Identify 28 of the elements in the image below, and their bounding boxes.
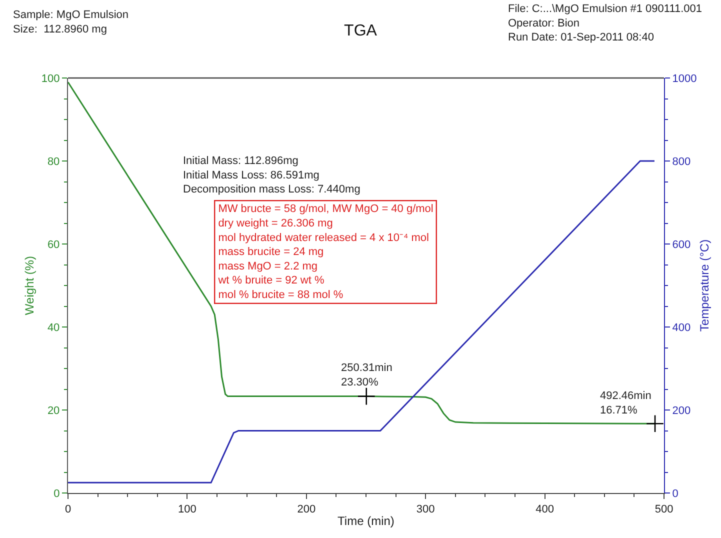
x-axis-title: Time (min) [338, 514, 394, 528]
annotation: MW bructe = 58 g/mol, MW MgO = 40 g/mol dry weight = 26.306 mg mol hydrated water released = 4 x 10⁻⁴ mol mass brucite = 24 mg mass MgO = 2.2 mg wt % bruite = 92 wt % mol % brucite = 88 mol % [217, 203, 434, 301]
chart-title: TGA [344, 22, 378, 40]
annotation: Initial Mass: 112.896mg Initial Mass Loss: 86.591mg Decomposition mass Loss: 7.440mg [183, 155, 360, 196]
y2-axis-title: Temperature (°C) [698, 239, 712, 332]
x-tick-label: 200 [297, 503, 316, 516]
y2-tick-label: 1000 [672, 72, 697, 85]
y2-tick-label: 400 [672, 322, 691, 334]
annotation: 250.31min 23.30% [341, 362, 392, 388]
y2-tick-label: 0 [672, 488, 678, 500]
y-tick-label: 60 [47, 238, 60, 251]
y2-tick-label: 800 [672, 156, 691, 168]
x-tick-label: 500 [654, 503, 674, 516]
x-tick-label: 400 [536, 503, 554, 516]
x-tick-label: 0 [64, 503, 72, 516]
annotation: 492.46min 16.71% [600, 390, 652, 416]
y-tick-label: 0 [54, 488, 60, 500]
y-tick-label: 80 [47, 156, 60, 168]
x-tick-label: 100 [178, 503, 196, 516]
text: File: C:...\MgO Emulsion #1 090111.001 Operator: Bion Run Date: 01-Sep-2011 08:40 [508, 3, 702, 44]
y-axis-title: Weight (%) [22, 256, 37, 316]
y-tick-label: 40 [47, 322, 60, 334]
y2-tick-label: 600 [672, 238, 691, 251]
y-tick-label: 20 [47, 404, 60, 417]
text: Sample: MgO Emulsion Size: 112.8960 mg [13, 9, 129, 36]
y-tick-label: 100 [41, 72, 60, 85]
y2-tick-label: 200 [672, 404, 691, 417]
x-tick-label: 300 [416, 503, 435, 516]
